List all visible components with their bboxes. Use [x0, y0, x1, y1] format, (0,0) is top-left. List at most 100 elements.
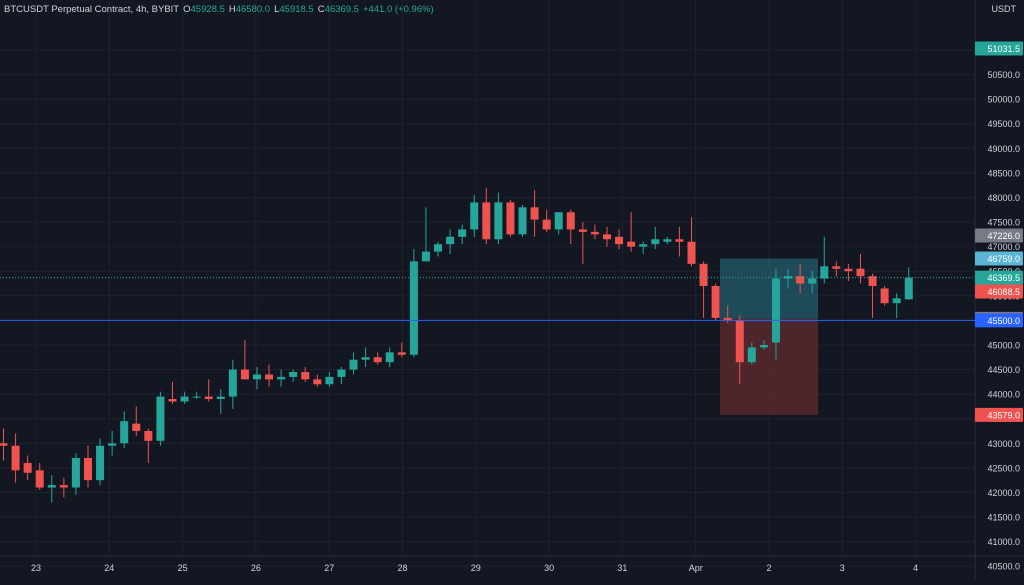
candle-body	[687, 241, 696, 264]
candle-body	[904, 277, 913, 300]
candle-body	[675, 239, 684, 242]
candle-body	[494, 202, 503, 240]
candle-body	[397, 352, 406, 355]
candle-body	[240, 369, 249, 380]
candle-body	[168, 399, 177, 402]
candle-body	[421, 251, 430, 262]
symbol-title: BTCUSDT Perpetual Contract, 4h, BYBIT	[4, 4, 180, 15]
candle-body	[820, 266, 829, 279]
low-value: 45918.5	[279, 4, 314, 15]
price-badge	[975, 41, 1023, 56]
time-tick-label: 30	[544, 563, 554, 573]
candle-body	[409, 261, 418, 355]
time-tick-label: 27	[324, 563, 334, 573]
candle-body	[23, 462, 32, 473]
candle-body	[603, 234, 611, 240]
change-value: +441.0 (+0.96%)	[362, 4, 434, 15]
candle-body	[723, 317, 732, 321]
open-label: O	[183, 4, 191, 15]
price-tick-label: 42500.0	[987, 463, 1020, 473]
candle-body	[35, 470, 44, 488]
candle-body	[373, 357, 382, 363]
price-axis-unit: USDT	[991, 4, 1017, 14]
price-badge	[975, 407, 1023, 422]
price-badge	[975, 313, 1023, 328]
position-stop-zone	[720, 318, 818, 415]
candle-body	[0, 443, 8, 446]
price-badge-label: 45500.0	[987, 316, 1020, 326]
price-tick-label: 45000.0	[987, 340, 1020, 350]
price-tick-label: 47000.0	[987, 242, 1020, 252]
price-tick-label: 42000.0	[987, 488, 1020, 498]
candle-body	[108, 443, 117, 446]
candle-body	[470, 202, 479, 230]
candle-body	[518, 207, 527, 235]
time-tick-label: 23	[31, 563, 41, 573]
price-tick-label: 43000.0	[987, 439, 1020, 449]
price-tick-label: 50500.0	[987, 70, 1020, 80]
candle-body	[289, 371, 298, 377]
price-tick-label: 49000.0	[987, 144, 1020, 154]
candle-body	[156, 396, 165, 441]
candle-body	[639, 244, 648, 247]
candle-body	[771, 278, 780, 343]
price-tick-label: 41500.0	[987, 513, 1020, 523]
price-badge-label: 46088.5	[987, 287, 1020, 297]
price-tick-label: 49500.0	[987, 119, 1020, 129]
candle-body	[542, 219, 551, 230]
position-target-zone	[720, 258, 818, 319]
low-label: L	[274, 4, 280, 15]
candle-body	[844, 268, 853, 272]
candle-body	[144, 430, 153, 441]
candle-body	[892, 298, 901, 304]
price-badge-label: 46369.5	[987, 273, 1020, 283]
price-badge	[975, 284, 1023, 299]
candle-body	[313, 379, 322, 385]
candle-body	[434, 244, 443, 252]
price-badge-label: 46759.0	[987, 254, 1020, 264]
price-badge-label: 43579.0	[987, 410, 1020, 420]
candle-body	[808, 278, 817, 284]
candle-body	[301, 371, 310, 380]
price-tick-label: 50000.0	[987, 95, 1020, 105]
candle-body	[530, 207, 539, 220]
candle-body	[506, 202, 515, 235]
candle-body	[325, 376, 334, 385]
candle-body	[361, 357, 370, 360]
candle-body	[784, 276, 793, 279]
time-tick-label: 26	[251, 563, 261, 573]
candle-body	[554, 212, 563, 230]
candle-body	[385, 352, 394, 363]
candle-body	[132, 423, 141, 431]
price-badge	[975, 270, 1023, 285]
time-tick-label: 24	[104, 563, 114, 573]
candle-body	[590, 231, 599, 235]
candle-body	[651, 239, 660, 245]
candle-body	[11, 445, 20, 471]
open-value: 45928.5	[190, 4, 225, 15]
price-tick-label: 44000.0	[987, 390, 1020, 400]
time-tick-label: 25	[178, 563, 188, 573]
candle-body	[83, 458, 92, 481]
time-tick-label: 2	[766, 563, 771, 573]
candle-body	[868, 276, 877, 286]
price-badge-label: 47226.0	[987, 231, 1020, 241]
candle-body	[120, 421, 129, 444]
candle-body	[663, 239, 672, 242]
price-tick-label: 48000.0	[987, 193, 1020, 203]
price-tick-label: 41000.0	[987, 537, 1020, 547]
candle-body	[566, 212, 575, 230]
candle-body	[96, 445, 105, 481]
candle-body	[880, 288, 889, 304]
candle-body	[747, 347, 756, 363]
candle-body	[759, 344, 768, 348]
candle-body	[216, 396, 225, 400]
price-tick-label: 48500.0	[987, 168, 1020, 178]
close-value: 46369.5	[324, 4, 359, 15]
price-badge	[975, 228, 1023, 243]
candle-body	[47, 485, 56, 488]
